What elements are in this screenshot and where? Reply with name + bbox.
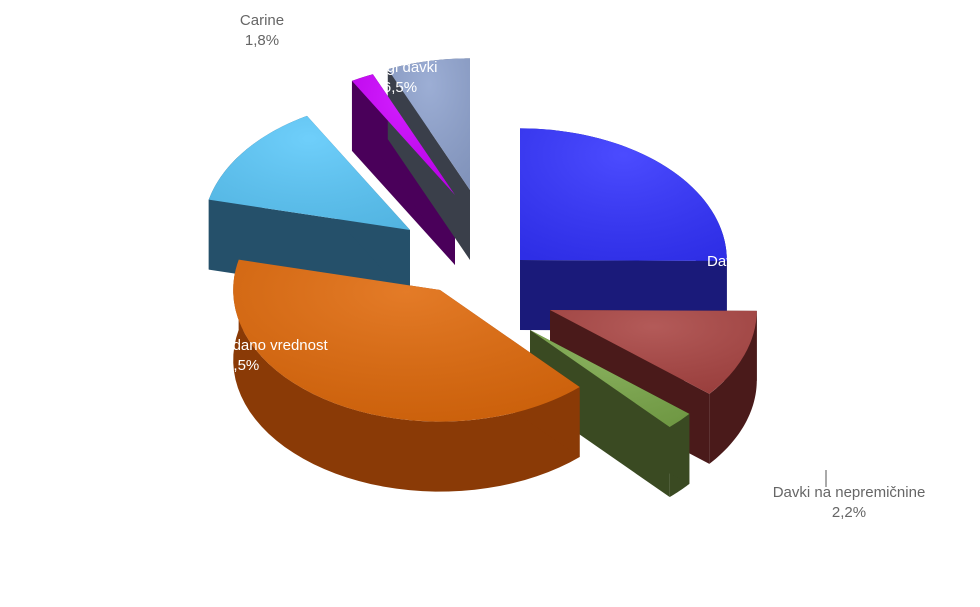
slice-name-label: Drugi davki	[362, 59, 437, 76]
slice-label: Drugi davki 6,5%	[362, 59, 437, 96]
slice-label: Davki na nepremičnine 2,2%	[773, 484, 926, 521]
slice-label: Carine 1,8%	[240, 12, 284, 49]
slice-name-label: Davki na nepremičnine	[773, 484, 926, 501]
slice-name-label: oseb	[784, 273, 817, 290]
slice-name-label: Trošarine	[184, 119, 247, 136]
pie-slice-side	[233, 259, 580, 492]
pie-slice-sheen	[208, 115, 410, 230]
pie-slice-wall	[530, 330, 670, 498]
pie-slice-sheen	[233, 259, 580, 422]
labels-layer: Dohodnina 25,1% Davek od dohodkov pravnih o…	[148, 12, 925, 521]
slice-value-label: 2,2%	[832, 504, 866, 521]
slice-label: Trošarine 13,0%	[184, 119, 247, 156]
pie-slice-sheen	[387, 58, 470, 191]
slice-name-label: Carine	[240, 12, 284, 29]
pie-slice-sheen	[520, 128, 727, 261]
slices-layer	[208, 58, 757, 498]
slice-value-label: 1,8%	[245, 32, 279, 49]
slice-value-label: 6,5%	[383, 79, 417, 96]
slice-value-label: 25,1%	[651, 123, 694, 140]
slice-label: Dohodnina 25,1%	[636, 103, 709, 140]
slice-value-label: 13,0%	[194, 139, 237, 156]
pie-slice-sheen	[351, 74, 455, 195]
slice-label: Davek na dodano vrednost 40,5%	[148, 337, 328, 374]
slice-value-label: 40,5%	[217, 357, 260, 374]
pie-slice-sheen	[550, 310, 757, 394]
slice-name-label: Davek od dohodkov pravnih	[707, 253, 893, 270]
slice-name-label: Dohodnina	[636, 103, 709, 120]
pie-slice-side	[709, 310, 757, 464]
slice-value-label: 10,9%	[779, 293, 822, 310]
slice-label: Davek od dohodkov pravnih oseb 10,9%	[707, 253, 893, 310]
pie-slice-sheen	[530, 330, 690, 428]
slice-name-label: Davek na dodano vrednost	[148, 337, 328, 354]
